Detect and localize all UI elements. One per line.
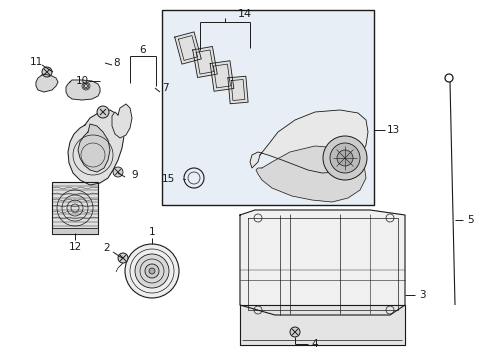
Text: 10: 10	[75, 76, 88, 86]
Circle shape	[125, 244, 179, 298]
Polygon shape	[227, 76, 247, 104]
Polygon shape	[174, 32, 201, 64]
Bar	[52, 182, 98, 234]
Circle shape	[42, 67, 52, 77]
Polygon shape	[210, 61, 233, 91]
Text: 2: 2	[103, 243, 110, 253]
Polygon shape	[249, 110, 367, 173]
Text: 15: 15	[162, 174, 175, 184]
Polygon shape	[256, 146, 365, 202]
Circle shape	[118, 253, 128, 263]
Polygon shape	[68, 110, 124, 185]
Circle shape	[329, 143, 359, 173]
Polygon shape	[112, 104, 132, 138]
Polygon shape	[66, 80, 100, 100]
Polygon shape	[192, 46, 217, 77]
Polygon shape	[78, 124, 110, 172]
Text: 4: 4	[311, 339, 318, 349]
Circle shape	[336, 150, 352, 166]
Bar	[162, 10, 373, 205]
Circle shape	[97, 106, 109, 118]
Polygon shape	[240, 210, 404, 315]
Text: 7: 7	[162, 83, 168, 93]
Circle shape	[113, 167, 123, 177]
Circle shape	[289, 327, 299, 337]
Circle shape	[135, 254, 169, 288]
Text: 11: 11	[29, 57, 42, 67]
Text: 6: 6	[140, 45, 146, 55]
Text: 5: 5	[466, 215, 472, 225]
Circle shape	[145, 264, 159, 278]
Text: 13: 13	[386, 125, 399, 135]
Polygon shape	[36, 74, 58, 92]
Bar	[52, 228, 98, 234]
Text: 9: 9	[131, 170, 138, 180]
Text: 3: 3	[418, 290, 425, 300]
Text: 14: 14	[238, 9, 251, 19]
Polygon shape	[240, 305, 404, 345]
Text: 12: 12	[68, 242, 81, 252]
Circle shape	[149, 268, 155, 274]
Text: 8: 8	[113, 58, 120, 68]
Text: 1: 1	[148, 227, 155, 237]
Circle shape	[323, 136, 366, 180]
